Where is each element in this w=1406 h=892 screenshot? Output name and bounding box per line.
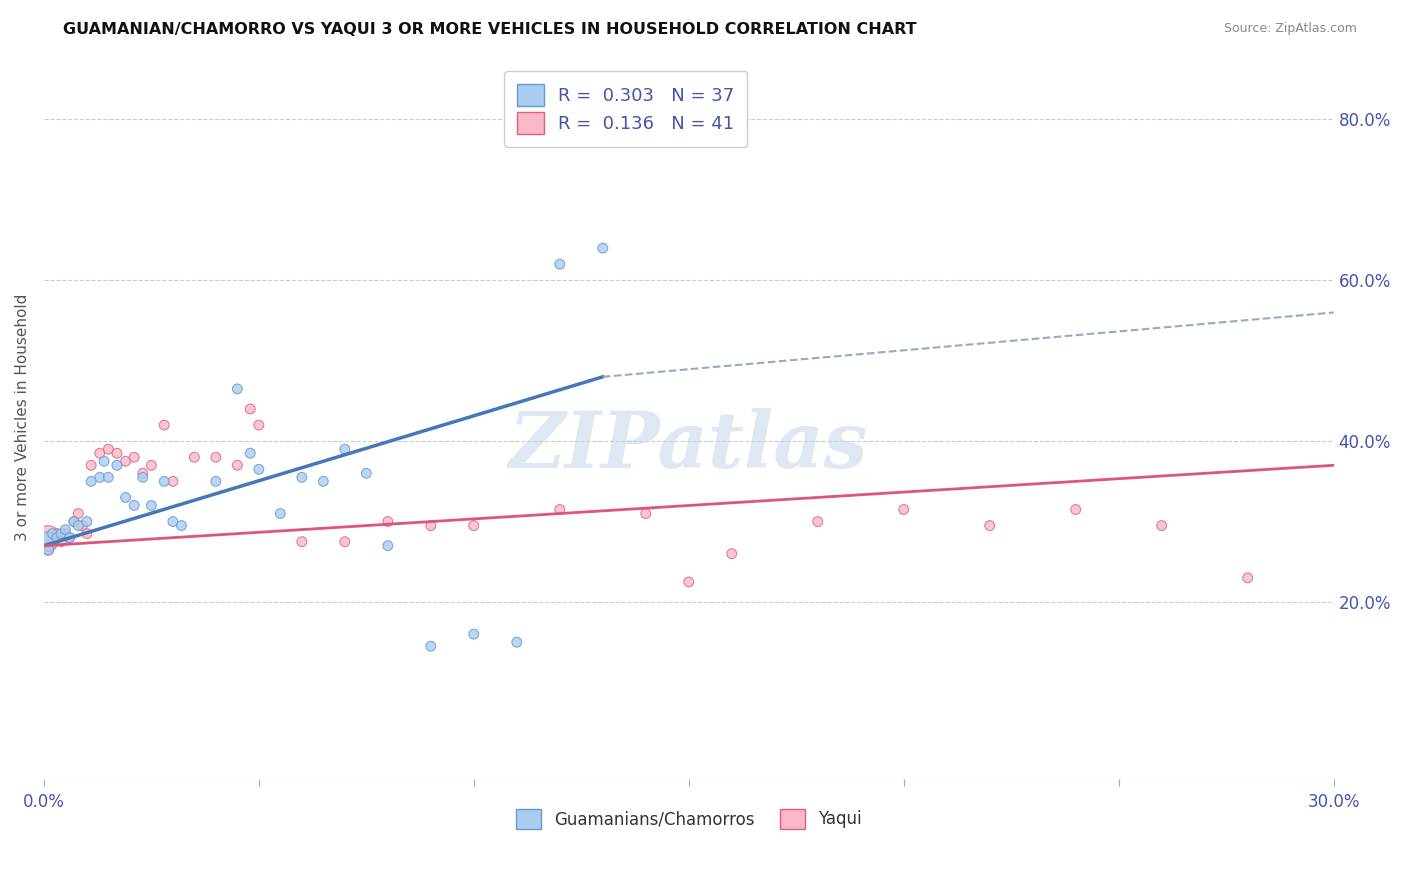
Point	[122, 499, 145, 513]
Point	[377, 539, 399, 553]
Point	[1236, 571, 1258, 585]
Y-axis label: 3 or more Vehicles in Household: 3 or more Vehicles in Household	[15, 293, 30, 541]
Legend: Guamanians/Chamorros, Yaqui: Guamanians/Chamorros, Yaqui	[509, 802, 869, 836]
Point	[239, 446, 262, 460]
Point	[37, 542, 59, 557]
Point	[97, 442, 120, 457]
Point	[55, 526, 77, 541]
Point	[1150, 518, 1173, 533]
Point	[45, 526, 67, 541]
Point	[183, 450, 205, 465]
Point	[226, 382, 249, 396]
Point	[419, 639, 441, 653]
Point	[506, 635, 529, 649]
Point	[548, 502, 571, 516]
Point	[89, 470, 111, 484]
Point	[55, 523, 77, 537]
Point	[893, 502, 915, 516]
Point	[247, 418, 270, 433]
Text: Source: ZipAtlas.com: Source: ZipAtlas.com	[1223, 22, 1357, 36]
Point	[170, 518, 193, 533]
Point	[76, 515, 98, 529]
Point	[67, 507, 90, 521]
Point	[312, 475, 335, 489]
Point	[89, 446, 111, 460]
Point	[76, 526, 98, 541]
Point	[1064, 502, 1087, 516]
Text: GUAMANIAN/CHAMORRO VS YAQUI 3 OR MORE VEHICLES IN HOUSEHOLD CORRELATION CHART: GUAMANIAN/CHAMORRO VS YAQUI 3 OR MORE VE…	[63, 22, 917, 37]
Point	[37, 534, 59, 549]
Point	[45, 531, 67, 545]
Point	[72, 518, 94, 533]
Point	[80, 475, 103, 489]
Point	[239, 402, 262, 417]
Point	[463, 518, 485, 533]
Point	[141, 458, 163, 473]
Point	[37, 542, 59, 557]
Point	[153, 475, 176, 489]
Point	[41, 534, 63, 549]
Point	[37, 531, 59, 545]
Point	[291, 534, 314, 549]
Point	[356, 467, 378, 481]
Point	[59, 531, 82, 545]
Point	[67, 518, 90, 533]
Point	[205, 475, 228, 489]
Point	[105, 458, 128, 473]
Point	[41, 526, 63, 541]
Point	[63, 515, 86, 529]
Point	[333, 442, 356, 457]
Point	[162, 515, 184, 529]
Point	[93, 454, 115, 468]
Point	[807, 515, 830, 529]
Point	[49, 534, 72, 549]
Point	[333, 534, 356, 549]
Point	[105, 446, 128, 460]
Point	[114, 491, 136, 505]
Point	[720, 547, 742, 561]
Text: ZIPatlas: ZIPatlas	[509, 408, 869, 484]
Point	[678, 574, 700, 589]
Point	[153, 418, 176, 433]
Point	[592, 241, 614, 255]
Point	[634, 507, 657, 521]
Point	[63, 515, 86, 529]
Point	[122, 450, 145, 465]
Point	[269, 507, 291, 521]
Point	[141, 499, 163, 513]
Point	[114, 454, 136, 468]
Point	[291, 470, 314, 484]
Point	[132, 467, 155, 481]
Point	[548, 257, 571, 271]
Point	[162, 475, 184, 489]
Point	[132, 470, 155, 484]
Point	[377, 515, 399, 529]
Point	[463, 627, 485, 641]
Point	[49, 526, 72, 541]
Point	[205, 450, 228, 465]
Point	[979, 518, 1001, 533]
Point	[419, 518, 441, 533]
Point	[80, 458, 103, 473]
Point	[247, 462, 270, 476]
Point	[97, 470, 120, 484]
Point	[226, 458, 249, 473]
Point	[59, 531, 82, 545]
